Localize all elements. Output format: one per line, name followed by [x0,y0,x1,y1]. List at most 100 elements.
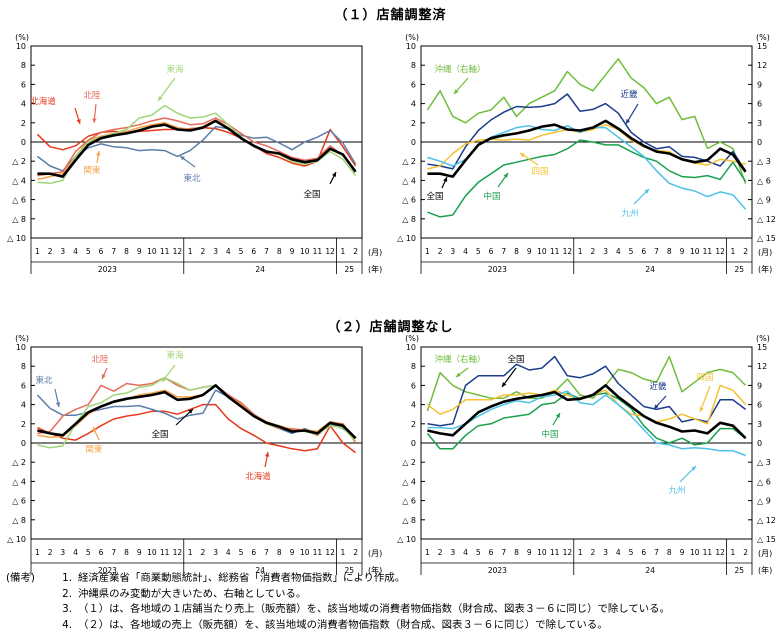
y-axis-unit: (%) [405,334,419,343]
series-line-北陸 [37,117,357,177]
series-line-全国 [427,119,747,178]
x-tick-label: 1 [425,548,430,557]
x-month-unit: (月) [758,549,772,558]
note-text: （１）は、各地域の１店舗当たり売上（販売額）を、該当地域の消費者物価指数（財合成… [78,603,670,615]
series-arrowhead [96,151,101,156]
y-tick-label: △ 8 [402,516,416,525]
x-year-label: 25 [734,265,744,274]
x-tick-label: 2 [353,548,358,557]
x-tick-label: 2 [200,247,205,256]
series-arrowhead [92,427,97,432]
x-tick-label: 2 [48,247,53,256]
series-arrowhead [158,96,163,101]
y-tick-label: 4 [411,401,416,410]
series-label: 沖縄（右軸） [434,64,485,75]
series-arrowhead [456,372,461,377]
series-line-全国 [37,384,357,440]
x-tick-label: 11 [550,247,560,256]
x-year-label: 2023 [488,265,507,274]
y-tick-label: △ 4 [402,477,416,486]
x-tick-label: 1 [35,247,40,256]
x-tick-label: 5 [86,247,91,256]
x-tick-label: 8 [667,247,672,256]
y-tick-label: △ 2 [12,458,26,467]
series-label: 四国 [531,167,548,177]
series-arrow [699,385,711,413]
y-tick-label: △ 6 [12,497,26,506]
y2-tick-label: △ 6 [757,176,771,185]
x-tick-label: 4 [226,247,231,256]
x-year-unit: (年) [758,264,772,274]
y-tick-label: 10 [406,343,416,352]
series-line-中国 [427,139,747,218]
y-tick-label: △ 10 [397,535,416,544]
x-tick-label: 8 [277,247,282,256]
x-tick-label: 7 [654,247,659,256]
x-tick-label: 7 [111,548,116,557]
x-tick-label: 5 [629,548,634,557]
series-arrowhead [454,89,459,94]
series-line-近畿 [427,355,747,427]
series-label: 東海 [166,350,184,361]
note-text: （２）は、各地域の売上（販売額）を、該当地域の消費者物価指数（財合成、図表３－６… [78,618,608,631]
section2-title: （２）店舗調整なし [327,320,454,335]
x-year-label: 25 [344,566,354,575]
x-tick-label: 9 [290,548,295,557]
series-arrowhead [555,413,560,418]
series-arrowhead [188,409,193,414]
x-tick-label: 9 [137,548,142,557]
x-tick-label: 11 [703,247,713,256]
series-line-全国 [37,119,357,178]
series-line-全国 [427,384,747,440]
x-tick-label: 3 [450,247,455,256]
x-year-unit: (年) [758,565,772,575]
x-tick-label: 8 [667,548,672,557]
y-tick-label: 2 [21,420,26,429]
x-year-label: 25 [734,566,744,575]
y-tick-label: △ 8 [12,516,26,525]
series-arrowhead [162,377,167,382]
x-tick-label: 11 [160,247,170,256]
x-tick-label: 12 [173,548,183,557]
series-arrowhead [644,189,649,194]
x-tick-label: 6 [99,548,104,557]
note-number: 3. [62,603,72,615]
x-tick-label: 1 [35,548,40,557]
series-arrowhead [503,173,508,178]
y2-tick-label: △ 3 [757,458,771,467]
x-tick-label: 2 [743,247,748,256]
y2-tick-label: 3 [757,420,762,429]
x-tick-label: 2 [590,548,595,557]
x-tick-label: 7 [654,548,659,557]
x-tick-label: 5 [239,548,244,557]
x-tick-label: 1 [341,247,346,256]
notes-heading: (備考) [6,572,35,584]
x-tick-label: 12 [173,247,183,256]
x-tick-label: 3 [213,247,218,256]
series-label: 関東 [83,165,101,176]
y-tick-label: 0 [21,439,26,448]
x-year-label: 24 [645,265,655,274]
note-text: 経済産業省「商業動態統計」、総務省「消費者物価指数」により作成。 [78,572,406,584]
series-arrowhead [180,156,185,161]
x-tick-label: 3 [603,247,608,256]
x-tick-label: 5 [476,247,481,256]
y-tick-label: △ 6 [12,196,26,205]
x-tick-label: 2 [743,548,748,557]
x-tick-label: 1 [578,247,583,256]
y-tick-label: 6 [411,80,416,89]
x-tick-label: 6 [489,247,494,256]
x-tick-label: 5 [239,247,244,256]
y-tick-label: △ 2 [402,157,416,166]
note-number: 2. [62,587,72,600]
note-text: 沖縄県のみ変動が大きいため、右軸としている。 [78,587,307,600]
y-tick-label: △ 4 [12,477,26,486]
y-tick-label: 6 [21,381,26,390]
note-row: (備考) 1. 経済産業省「商業動態統計」、総務省「消費者物価指数」により作成。 [6,571,670,587]
x-tick-label: 11 [550,548,560,557]
notes: (備考) 1. 経済産業省「商業動態統計」、総務省「消費者物価指数」により作成。… [6,571,670,633]
y-tick-label: △ 10 [7,234,26,243]
series-arrowhead [654,404,659,409]
series-arrowhead [55,402,61,407]
